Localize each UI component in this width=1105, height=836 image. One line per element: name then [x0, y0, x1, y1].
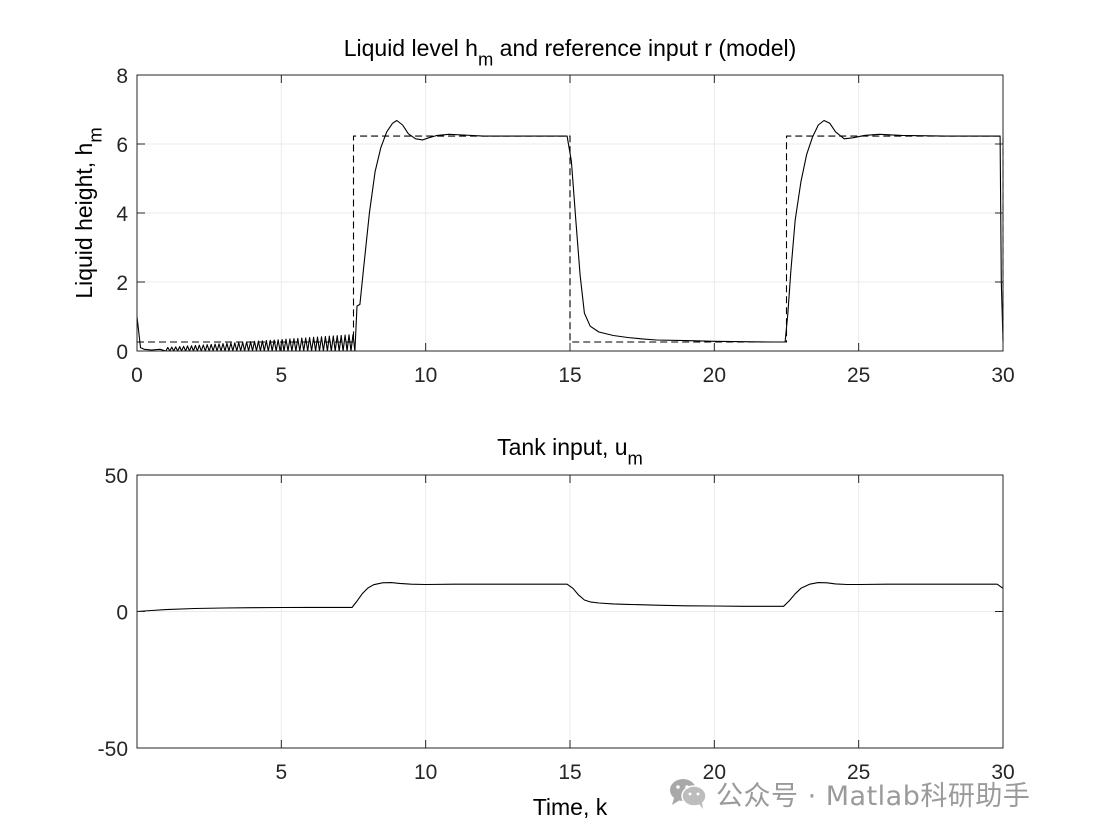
x-tick-label: 10: [414, 364, 437, 387]
x-tick-label: 30: [991, 364, 1014, 387]
x-tick-label: 15: [558, 761, 581, 784]
chart-title-1-subscript: m: [478, 49, 493, 70]
y-axis-label-1-subscript: m: [85, 127, 106, 142]
x-tick-label: 0: [131, 364, 143, 387]
y-tick-label: 50: [105, 465, 128, 488]
x-tick-label: 25: [847, 761, 870, 784]
series-group: [137, 582, 1004, 613]
chart-title-1: Liquid level hm and reference input r (m…: [344, 35, 797, 70]
x-tick-label: 10: [414, 761, 437, 784]
chart-title-2-main: Tank input, u: [497, 434, 627, 460]
x-axis-label-2: Time, k: [533, 794, 608, 820]
watermark-text: 公众号 · Matlab科研助手: [716, 780, 1031, 812]
x-tick-label: 25: [847, 364, 870, 387]
x-tick-label: 20: [703, 761, 726, 784]
y-tick-label: 0: [116, 341, 128, 364]
x-tick-label: 5: [275, 364, 287, 387]
wechat-icon: [670, 779, 707, 809]
series-line-3: [137, 135, 1004, 343]
watermark: 公众号 · Matlab科研助手: [668, 770, 1030, 816]
chart-title-1-main: Liquid level h: [344, 35, 478, 61]
series-line-1: [137, 582, 1004, 613]
y-tick-label: 2: [116, 272, 128, 295]
axes-1: 0 5 10 15 20 25 30 0 2 4 6 8: [116, 65, 1014, 387]
x-tick-label: 20: [703, 364, 726, 387]
y-tick-label: 4: [116, 203, 128, 226]
x-tick-label: 15: [558, 364, 581, 387]
y-tick-label: 8: [116, 65, 128, 88]
y-axis-label-1: Liquid height, hm: [71, 127, 106, 298]
chart-title-2-subscript: m: [628, 448, 643, 469]
x-tick-label: 5: [275, 761, 287, 784]
y-axis-label-1-main: Liquid height, h: [71, 143, 97, 299]
y-tick-label: -50: [98, 738, 128, 761]
y-tick-label: 0: [116, 602, 128, 625]
chart-title-2: Tank input, um: [497, 434, 643, 469]
y-tick-label: 6: [116, 134, 128, 157]
chart-title-1-rest: and reference input r (model): [493, 35, 796, 61]
series-line-1: [137, 119, 1004, 352]
axes-2: 5 10 15 20 25 30 -50 0 50 Time, k: [98, 465, 1015, 820]
x-tick-label: 30: [991, 761, 1014, 784]
